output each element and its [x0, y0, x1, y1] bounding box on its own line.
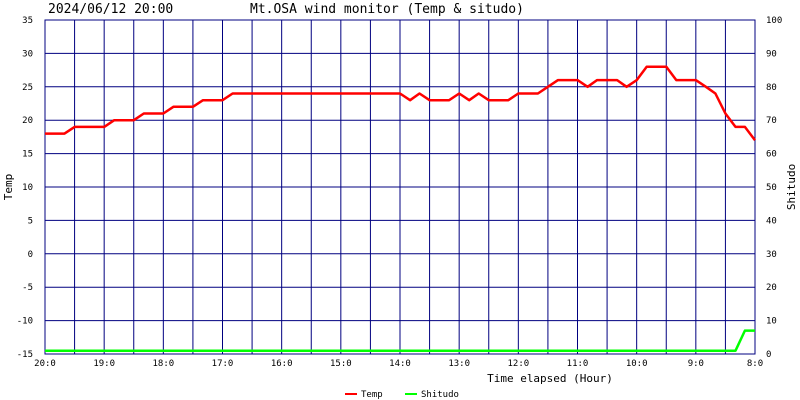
- y-tick-label-right: 90: [766, 49, 777, 59]
- tick-labels: 35302520151050-5-10-15100908070605040302…: [17, 16, 783, 369]
- x-tick-label: 8:0: [747, 359, 763, 369]
- y-tick-label-left: -5: [22, 283, 33, 293]
- x-tick-label: 13:0: [448, 359, 470, 369]
- chart-title: Mt.OSA wind monitor (Temp & situdo): [250, 2, 524, 17]
- y-tick-label-right: 80: [766, 83, 777, 93]
- legend-label: Temp: [361, 390, 383, 400]
- legend: Temp Shitudo: [345, 390, 459, 400]
- y-tick-label-left: 25: [22, 83, 33, 93]
- x-tick-label: 15:0: [330, 359, 352, 369]
- y-tick-label-left: 0: [28, 250, 33, 260]
- x-axis-label: Time elapsed (Hour): [487, 372, 613, 385]
- y-tick-label-left: 35: [22, 16, 33, 26]
- chart-datetime: 2024/06/12 20:00: [48, 2, 173, 17]
- y-tick-label-right: 70: [766, 116, 777, 126]
- x-tick-label: 19:0: [93, 359, 115, 369]
- legend-label: Shitudo: [421, 390, 459, 400]
- y-tick-label-right: 10: [766, 317, 777, 327]
- x-tick-label: 16:0: [271, 359, 293, 369]
- series-lines: [45, 65, 756, 352]
- x-tick-label: 11:0: [567, 359, 589, 369]
- x-tick-label: 14:0: [389, 359, 411, 369]
- y-tick-label-right: 50: [766, 183, 777, 193]
- y-tick-label-right: 0: [766, 350, 771, 360]
- y-tick-label-left: -10: [17, 317, 33, 327]
- x-tick-label: 10:0: [626, 359, 648, 369]
- x-tick-label: 12:0: [507, 359, 529, 369]
- y-tick-label-right: 60: [766, 150, 777, 160]
- x-tick-label: 18:0: [152, 359, 174, 369]
- y-axis-label-left: Temp: [2, 174, 15, 201]
- grid: [44, 19, 756, 355]
- y-tick-label-right: 100: [766, 16, 782, 26]
- y-axis-label-right: Shitudo: [785, 164, 798, 210]
- series-line-shitudo: [45, 329, 755, 352]
- y-tick-label-left: 10: [22, 183, 33, 193]
- x-tick-label: 20:0: [34, 359, 56, 369]
- plot-frame: [44, 19, 756, 355]
- y-tick-label-right: 20: [766, 283, 777, 293]
- y-tick-label-left: 15: [22, 150, 33, 160]
- y-tick-label-right: 30: [766, 250, 777, 260]
- y-tick-label-left: 20: [22, 116, 33, 126]
- x-tick-label: 17:0: [212, 359, 234, 369]
- x-tick-label: 9:0: [688, 359, 704, 369]
- y-tick-label-left: 30: [22, 49, 33, 59]
- y-tick-label-right: 40: [766, 216, 777, 226]
- y-tick-label-left: -15: [17, 350, 33, 360]
- y-tick-label-left: 5: [28, 216, 33, 226]
- series-line-temp: [45, 65, 756, 141]
